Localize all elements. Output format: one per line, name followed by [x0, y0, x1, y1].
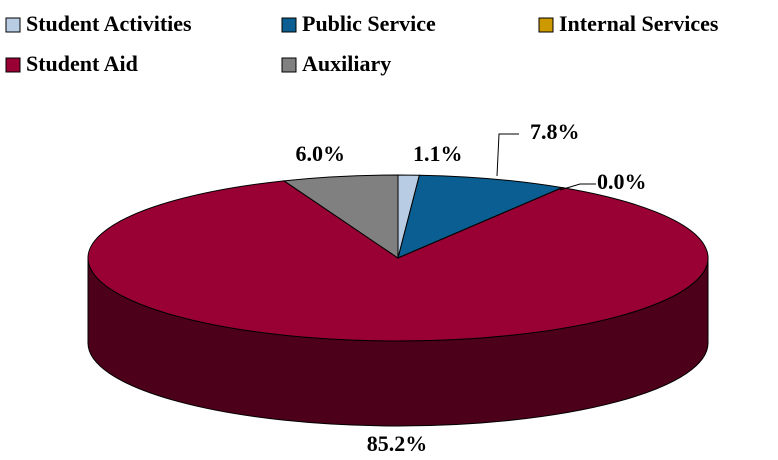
- data-label: 6.0%: [296, 141, 346, 166]
- legend-swatch: [5, 17, 21, 33]
- legend-label: Internal Services: [559, 11, 719, 36]
- data-label: 7.8%: [530, 119, 580, 144]
- leader-line: [496, 133, 519, 177]
- slice: [397, 174, 565, 259]
- legend-label: Student Aid: [26, 51, 138, 76]
- data-label: 0.0%: [597, 169, 647, 194]
- data-label: 85.2%: [367, 431, 428, 456]
- data-label: 1.1%: [413, 141, 463, 166]
- leader-line: [559, 183, 596, 191]
- legend-swatch: [538, 17, 554, 33]
- legend-label: Auxiliary: [302, 51, 391, 76]
- legend-swatch: [281, 17, 297, 33]
- legend-swatch: [5, 57, 21, 73]
- slice: [282, 174, 399, 259]
- legend-swatch: [281, 57, 297, 73]
- slice: [87, 180, 709, 342]
- legend-label: Public Service: [302, 11, 436, 36]
- legend-label: Student Activities: [26, 11, 192, 36]
